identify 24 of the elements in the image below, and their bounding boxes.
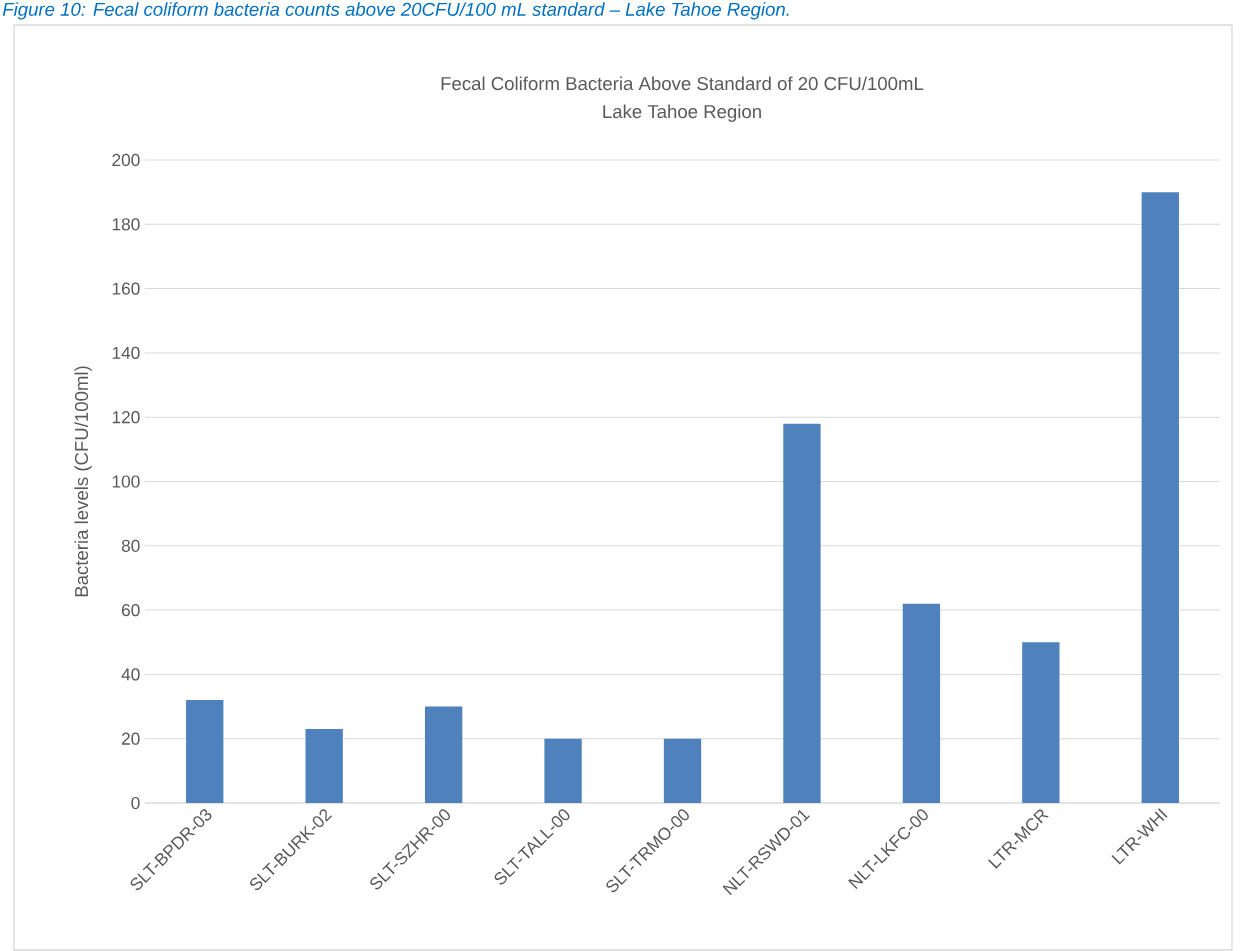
y-tick-label: 80	[121, 539, 140, 553]
bar	[424, 706, 463, 804]
chart-subtitle: Lake Tahoe Region	[603, 104, 761, 123]
y-tick-label: 180	[112, 218, 140, 231]
bar	[902, 603, 941, 804]
y-tick-label: 160	[112, 282, 140, 295]
bar	[1022, 642, 1060, 804]
y-tick-label: 40	[121, 668, 140, 681]
text: Figure 10: Fecal coliform bacteria counts above 20CFU/100 mL standard – Lake Tahoe Region.	[2, 2, 789, 20]
bar	[186, 700, 224, 804]
y-tick-label: 140	[112, 346, 140, 360]
y-tick-label: 20	[121, 732, 140, 745]
y-tick-label: 200	[112, 154, 140, 167]
y-tick-label: 60	[121, 604, 140, 617]
y-tick-label: 0	[131, 797, 140, 810]
chart-title: Fecal Coliform Bacteria Above Standard of 20 CFU/100mL	[441, 76, 924, 91]
y-axis-title: Bacteria levels (CFU/100ml)	[74, 366, 92, 597]
bar	[1141, 192, 1179, 804]
bar	[544, 738, 582, 804]
y-tick-label: 100	[112, 475, 140, 488]
bar	[783, 423, 821, 804]
y-tick-label: 120	[112, 411, 140, 424]
bar	[663, 738, 702, 804]
bar	[305, 729, 343, 804]
